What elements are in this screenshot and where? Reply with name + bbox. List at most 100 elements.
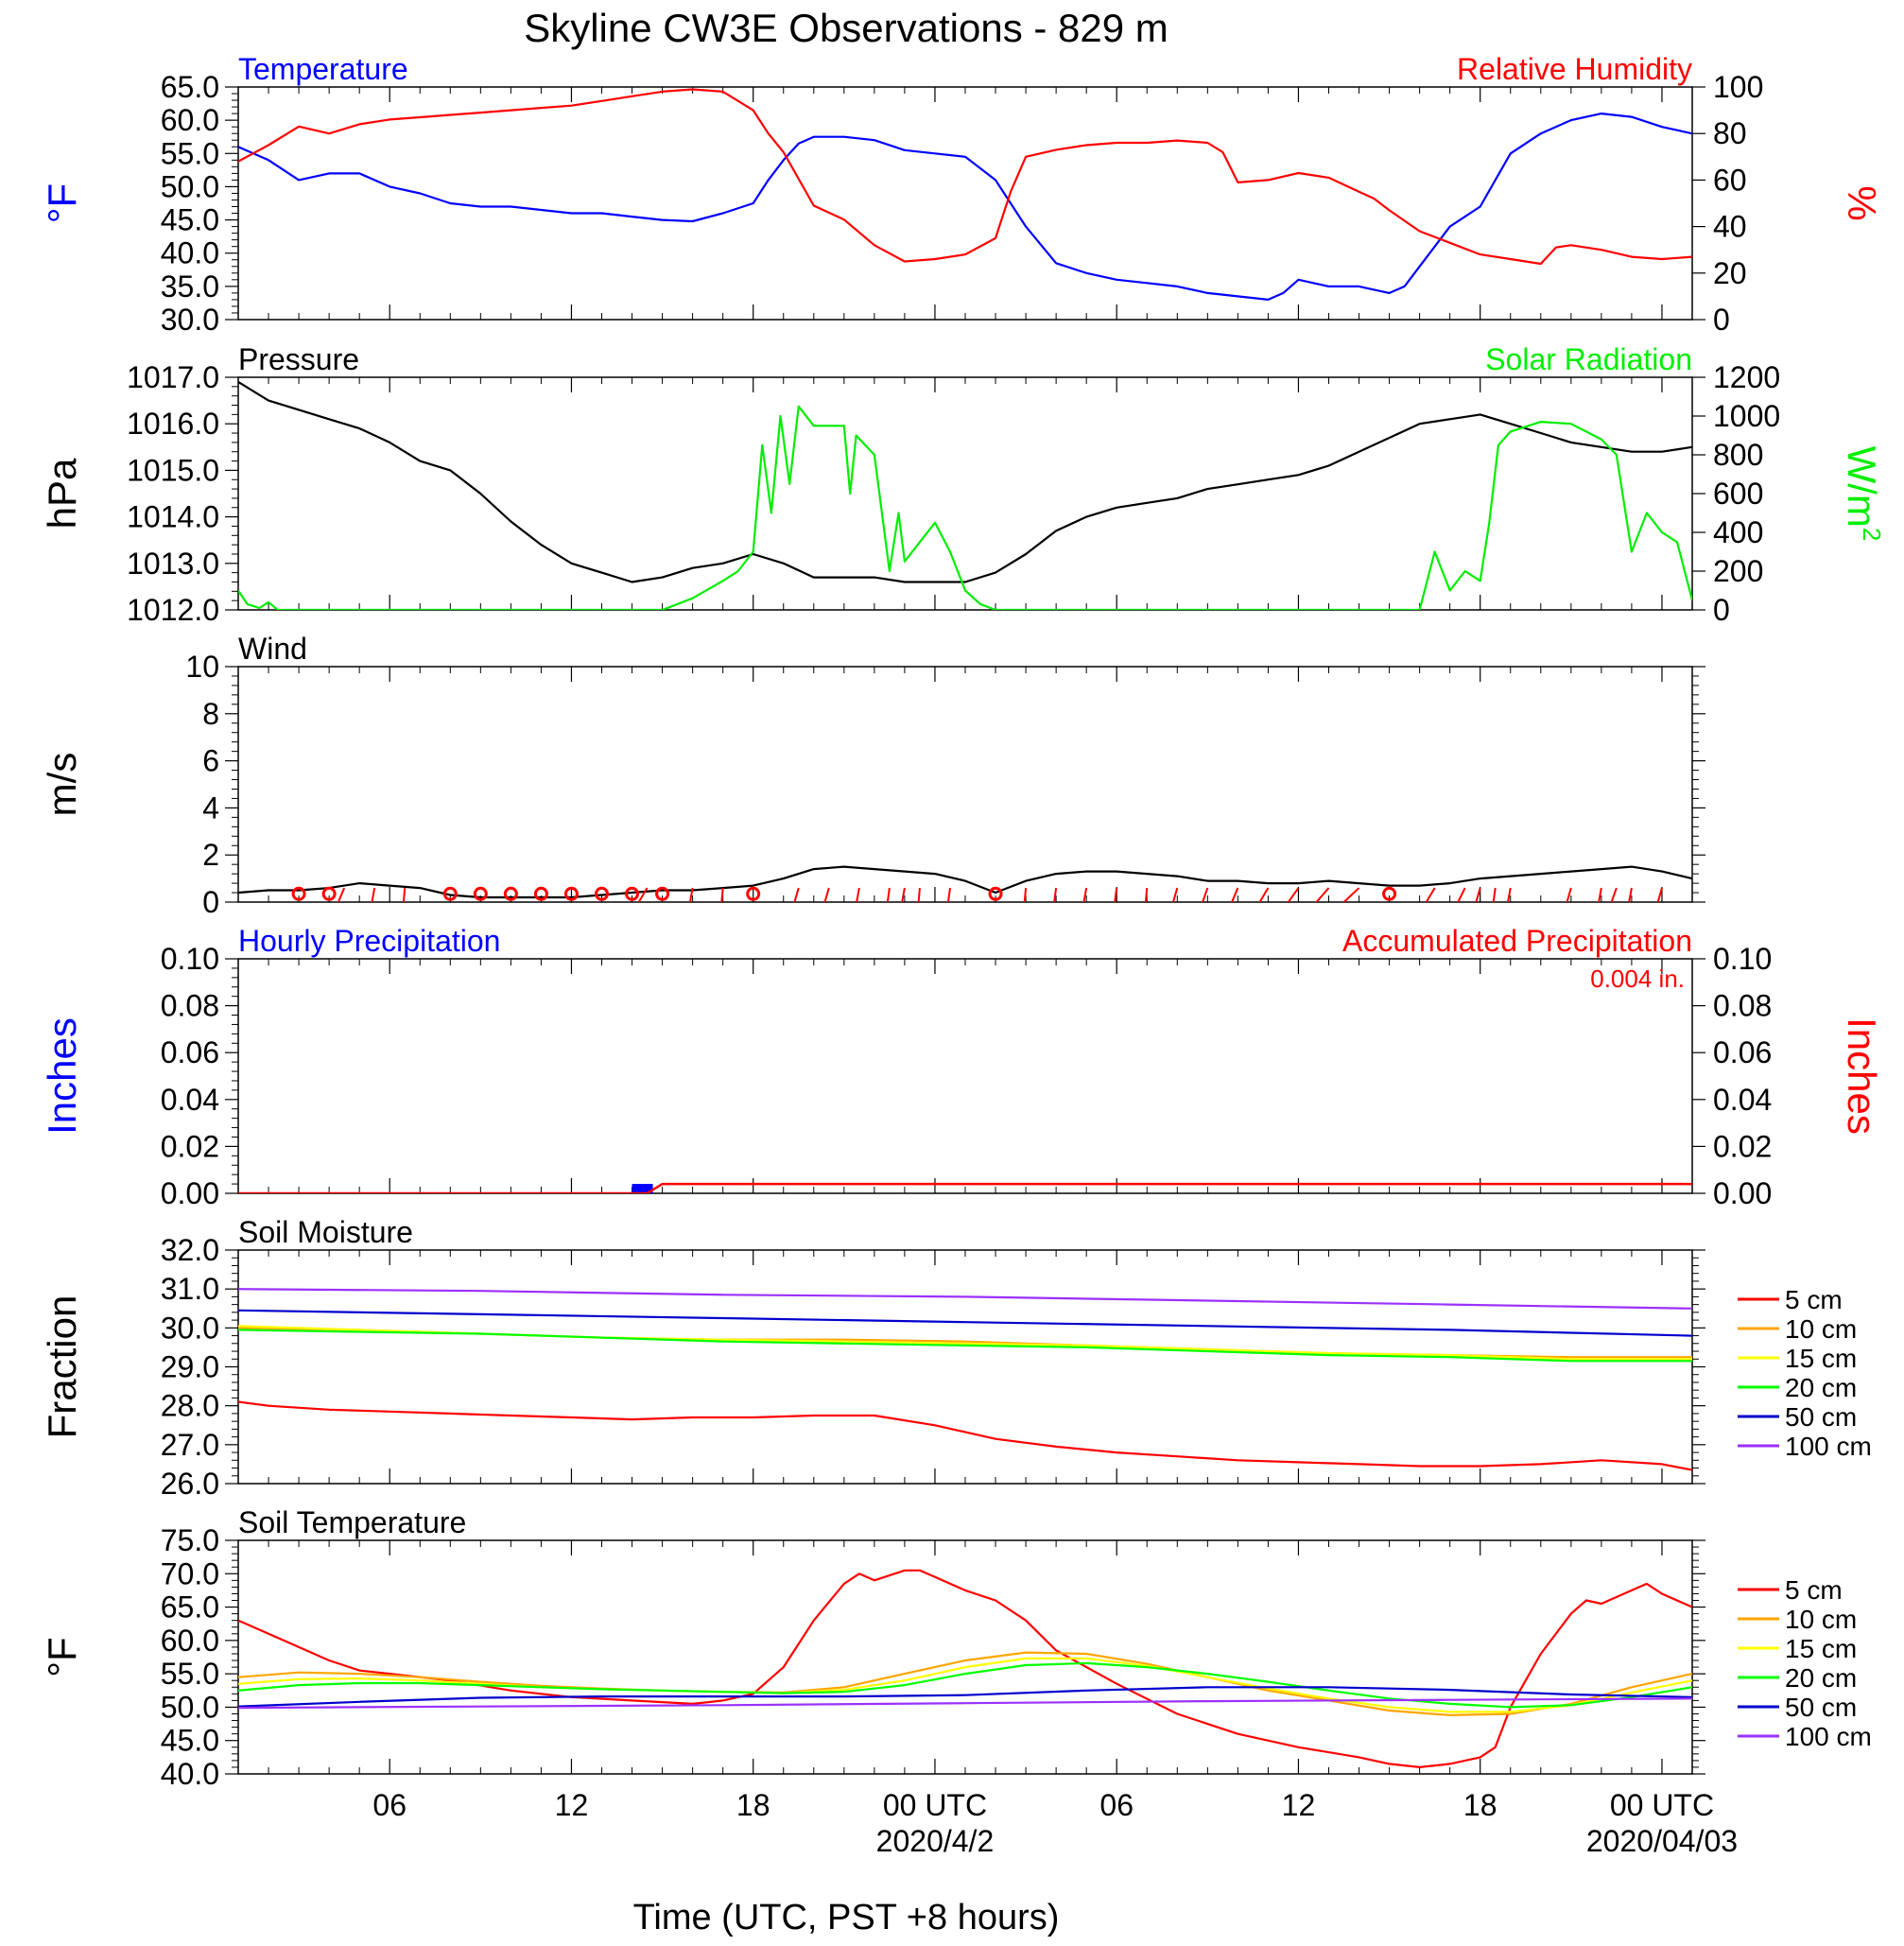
y-tick-label-right: 400 bbox=[1713, 515, 1763, 549]
legend-label: 50 cm bbox=[1785, 1402, 1857, 1432]
soil_temperature-title-left: Soil Temperature bbox=[238, 1505, 466, 1539]
x-tick-label: 18 bbox=[1463, 1788, 1497, 1822]
series-15-cm bbox=[238, 1657, 1692, 1713]
y-tick-label-left: 60.0 bbox=[161, 103, 219, 137]
precipitation-ylabel-right: Inches bbox=[1840, 1017, 1884, 1135]
legend-label: 15 cm bbox=[1785, 1344, 1857, 1373]
soil_temperature-ylabel-left: °F bbox=[40, 1637, 84, 1677]
wind-barb bbox=[856, 887, 860, 902]
panel-precipitation: 0.00 0.02 0.04 0.06 0.08 0.10 0.00 0.02 0.04 0.06… bbox=[40, 924, 1884, 1210]
y-tick-label-left: 1014.0 bbox=[127, 500, 219, 534]
soil_moisture-frame bbox=[237, 1249, 1693, 1485]
wind-barb bbox=[1610, 887, 1618, 902]
series-100-cm bbox=[238, 1288, 1692, 1310]
calm-wind-circle bbox=[746, 886, 761, 901]
pressure_solar-plot-area bbox=[238, 380, 1692, 610]
series-20-cm bbox=[238, 1329, 1692, 1363]
y-tick-label-left: 30.0 bbox=[161, 303, 219, 337]
pressure_solar-title-right: Solar Radiation bbox=[1485, 342, 1692, 376]
y-tick-label-left: 1015.0 bbox=[127, 453, 219, 487]
panel-temperature_rh: 30.035.040.045.050.055.060.065.0 0 20 40 60 8… bbox=[40, 52, 1884, 337]
y-tick-label-left: 0.02 bbox=[161, 1129, 219, 1163]
y-tick-label-left: 1012.0 bbox=[127, 593, 219, 627]
legend-label: 10 cm bbox=[1785, 1314, 1857, 1344]
wind-barb bbox=[1475, 887, 1481, 902]
hourly-precip-bar bbox=[632, 1184, 653, 1193]
legend-label: 20 cm bbox=[1785, 1373, 1857, 1402]
y-tick-label-left: 70.0 bbox=[161, 1556, 219, 1590]
temperature_rh-title-left: Temperature bbox=[238, 52, 408, 86]
legend-label: 100 cm bbox=[1785, 1432, 1872, 1461]
wind-barb bbox=[1507, 887, 1512, 902]
x-tick-label: 06 bbox=[1099, 1788, 1134, 1822]
precipitation-frame bbox=[237, 958, 1693, 1194]
legend-label: 5 cm bbox=[1785, 1285, 1843, 1314]
y-tick-label-left: 50.0 bbox=[161, 169, 219, 203]
x-tick-label: 18 bbox=[736, 1788, 770, 1822]
y-tick-label-right: 0.02 bbox=[1713, 1129, 1772, 1163]
panels-group: 30.035.040.045.050.055.060.065.002040608… bbox=[40, 52, 1886, 1791]
x-tick-date-label: 2020/04/03 bbox=[1586, 1824, 1738, 1858]
calm-wind-circle bbox=[321, 886, 337, 901]
y-tick-label-left: 65.0 bbox=[161, 1590, 219, 1625]
y-tick-label-right: 20 bbox=[1713, 256, 1747, 290]
wind-title-left: Wind bbox=[238, 632, 307, 666]
legend-label: 5 cm bbox=[1785, 1575, 1843, 1605]
legend-label: 100 cm bbox=[1785, 1722, 1872, 1751]
y-tick-label-left: 32.0 bbox=[161, 1233, 219, 1267]
wind-barb bbox=[1023, 887, 1028, 902]
wind-barb bbox=[337, 887, 346, 902]
wind-barb bbox=[1202, 887, 1209, 902]
y-tick-label-right: 800 bbox=[1713, 438, 1763, 472]
wind-barb bbox=[793, 887, 800, 902]
y-tick-label-right: 60 bbox=[1713, 163, 1747, 197]
y-tick-label-right: 80 bbox=[1713, 116, 1747, 150]
series-100-cm bbox=[238, 1697, 1692, 1710]
y-tick-label-left: 1017.0 bbox=[127, 360, 219, 394]
wind-barb bbox=[917, 887, 921, 902]
x-tick-label: 12 bbox=[555, 1788, 589, 1822]
y-tick-label-left: 35.0 bbox=[161, 269, 219, 304]
soil_moisture-plot-area bbox=[238, 1288, 1692, 1471]
series-50-cm bbox=[238, 1686, 1692, 1708]
calm-wind-circle bbox=[442, 886, 458, 901]
precipitation-title-right: Accumulated Precipitation bbox=[1342, 924, 1692, 958]
panel-soil_moisture: 26.0 27.0 28.0 29.0 30.0 31.0 32.0 Soil Moistur… bbox=[40, 1215, 1872, 1501]
y-tick-label-right: 0.06 bbox=[1713, 1035, 1772, 1069]
wind-barb bbox=[1171, 887, 1179, 902]
y-tick-label-left: 50.0 bbox=[161, 1690, 219, 1724]
wind-barb bbox=[1114, 887, 1118, 902]
y-tick-label-right: 600 bbox=[1713, 477, 1763, 511]
soil_moisture-title-left: Soil Moisture bbox=[238, 1215, 413, 1249]
wind-barb bbox=[1656, 887, 1663, 902]
y-tick-label-left: 10 bbox=[185, 650, 219, 684]
y-tick-label-left: 45.0 bbox=[161, 1724, 219, 1758]
y-tick-label-left: 6 bbox=[202, 744, 219, 778]
y-tick-label-left: 40.0 bbox=[161, 236, 219, 270]
y-tick-label-left: 2 bbox=[202, 838, 219, 872]
calm-wind-circle bbox=[473, 886, 488, 901]
series-5-cm bbox=[238, 1569, 1692, 1768]
series-relative-humidity bbox=[238, 88, 1692, 266]
series-20-cm bbox=[238, 1661, 1692, 1709]
temperature_rh-title-right: Relative Humidity bbox=[1457, 52, 1692, 86]
x-tick-label: 00 UTC bbox=[1610, 1788, 1714, 1822]
y-tick-label-right: 40 bbox=[1713, 210, 1747, 244]
y-tick-label-right: 200 bbox=[1713, 554, 1763, 588]
y-tick-label-left: 0.10 bbox=[161, 942, 219, 976]
y-tick-label-right: 0.04 bbox=[1713, 1083, 1772, 1117]
wind-ylabel-left: m/s bbox=[40, 753, 84, 817]
y-tick-label-right: 1000 bbox=[1713, 399, 1780, 433]
temperature_rh-ylabel-right: % bbox=[1840, 185, 1884, 220]
legend-label: 50 cm bbox=[1785, 1693, 1857, 1722]
y-tick-label-left: 4 bbox=[202, 791, 219, 825]
series-accumulated-precipitation bbox=[238, 1182, 1692, 1193]
y-tick-label-left: 75.0 bbox=[161, 1523, 219, 1557]
y-tick-label-left: 55.0 bbox=[161, 136, 219, 170]
legend-label: 10 cm bbox=[1785, 1605, 1857, 1634]
y-tick-label-left: 40.0 bbox=[161, 1757, 219, 1791]
y-tick-label-left: 55.0 bbox=[161, 1657, 219, 1691]
calm-wind-circle bbox=[595, 886, 609, 901]
y-tick-label-left: 45.0 bbox=[161, 203, 219, 237]
